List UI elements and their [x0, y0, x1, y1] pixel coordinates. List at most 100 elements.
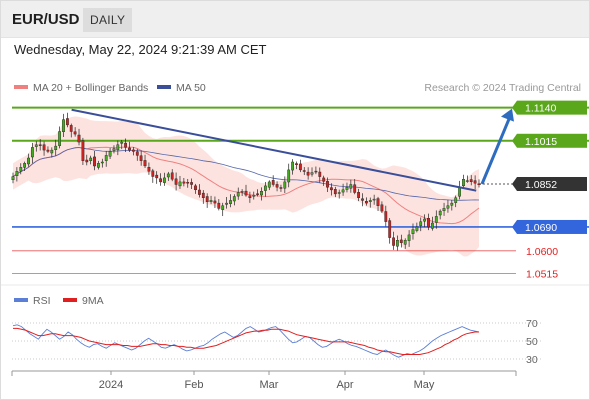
candle-body	[50, 149, 54, 154]
candle-body	[427, 217, 430, 228]
candle-body	[299, 163, 302, 171]
ma50-legend-label: MA 50	[176, 82, 206, 94]
candle-body	[380, 204, 384, 212]
ma50-line	[12, 147, 480, 201]
candle-body	[170, 172, 174, 180]
candle-body	[407, 234, 411, 241]
time-axis: 2024 Feb Mar Apr May	[99, 371, 435, 391]
candle-body	[11, 176, 15, 181]
candle-body	[58, 131, 62, 146]
candle-body	[34, 144, 38, 147]
candle-body	[318, 171, 322, 177]
candle-body	[131, 149, 135, 152]
price-levels	[12, 106, 589, 274]
ma50-legend-swatch	[157, 85, 171, 89]
candle-body	[264, 185, 267, 191]
candle-body	[244, 190, 248, 196]
time-axis-label: May	[414, 379, 435, 391]
candle-body	[287, 169, 291, 183]
current-price-label: 1.0852	[525, 179, 557, 191]
candle-body	[462, 178, 465, 186]
candle-body	[396, 239, 399, 247]
candle-body	[151, 170, 155, 177]
candle-body	[201, 192, 205, 199]
copyright-label: Research © 2024 Trading Central	[424, 82, 581, 94]
candle-body	[116, 144, 120, 151]
candle-body	[69, 125, 73, 132]
candle-body	[182, 181, 186, 184]
candle-body	[248, 195, 252, 199]
candle-body	[423, 218, 426, 222]
candle-body	[112, 148, 116, 151]
current-price-box	[517, 177, 587, 192]
target-arrow-shaft	[480, 116, 512, 185]
candle-body	[392, 237, 395, 246]
candle-body	[446, 205, 450, 209]
candle-body	[31, 147, 34, 158]
resistance-label: 1.1140	[525, 103, 556, 115]
resistance-label: 1.1015	[525, 136, 557, 148]
candle-body	[213, 200, 217, 204]
candle-body	[450, 202, 454, 206]
trendline-group	[71, 108, 514, 192]
symbol-title: EUR/USD	[12, 11, 80, 28]
candle-body	[232, 196, 236, 202]
candle-body	[295, 163, 298, 165]
candle-body	[229, 200, 232, 204]
candle-body	[361, 198, 364, 201]
candle-body	[438, 210, 442, 216]
candle-body	[217, 202, 221, 209]
candle-body	[89, 157, 93, 161]
candle-body	[399, 239, 403, 243]
candle-body	[434, 216, 438, 223]
candle-body	[302, 170, 306, 172]
candle-body	[38, 144, 42, 146]
candle-body	[100, 161, 104, 164]
rsi-ma-line	[13, 327, 479, 355]
candle-body	[240, 190, 244, 193]
candle-body	[120, 141, 124, 144]
candle-body	[54, 145, 58, 151]
rsi-ma-legend-swatch	[63, 298, 77, 302]
candle-body	[159, 178, 162, 183]
timeframe-badge[interactable]: DAILY	[83, 8, 133, 32]
candle-body	[128, 147, 131, 151]
candle-body	[333, 189, 337, 195]
candle-body	[205, 196, 209, 203]
candle-body	[155, 174, 159, 179]
candle-body	[419, 221, 423, 226]
candle-body	[209, 200, 213, 202]
candle-body	[357, 191, 360, 198]
candle-body	[330, 187, 333, 191]
candle-body	[147, 166, 151, 172]
candle-body	[162, 177, 166, 183]
candle-body	[365, 200, 368, 204]
candle-body	[283, 181, 287, 189]
resistance-label-box	[517, 133, 587, 148]
candle-body	[225, 202, 228, 205]
rsi-legend-swatch	[14, 298, 28, 302]
candle-body	[275, 184, 279, 188]
candle-body	[267, 181, 271, 188]
rsi-legend-label: RSI	[33, 295, 51, 307]
candle-body	[260, 190, 263, 196]
time-axis-label: 2024	[99, 379, 123, 391]
chart-header: EUR/USD DAILY	[1, 1, 589, 38]
level-labels: 1.1140 1.1015 1.0852 1.0690 1.0600 1.0515	[512, 100, 587, 280]
candle-body	[341, 189, 345, 193]
red-level-label: 1.0515	[526, 268, 558, 280]
candle-body	[15, 171, 19, 177]
time-axis-label: Mar	[260, 379, 279, 391]
rsi-tick-label: 30	[526, 354, 538, 366]
rsi-line	[12, 324, 480, 358]
candle-body	[135, 151, 139, 156]
candle-body	[411, 229, 415, 234]
candle-body	[174, 178, 178, 185]
rsi-panel: 70 50 30	[12, 318, 541, 366]
candle-body	[271, 180, 275, 185]
candle-body	[415, 226, 419, 231]
candle-body	[108, 151, 112, 157]
candle-body	[197, 189, 201, 195]
candle-body	[23, 163, 26, 168]
candle-body	[306, 171, 310, 176]
